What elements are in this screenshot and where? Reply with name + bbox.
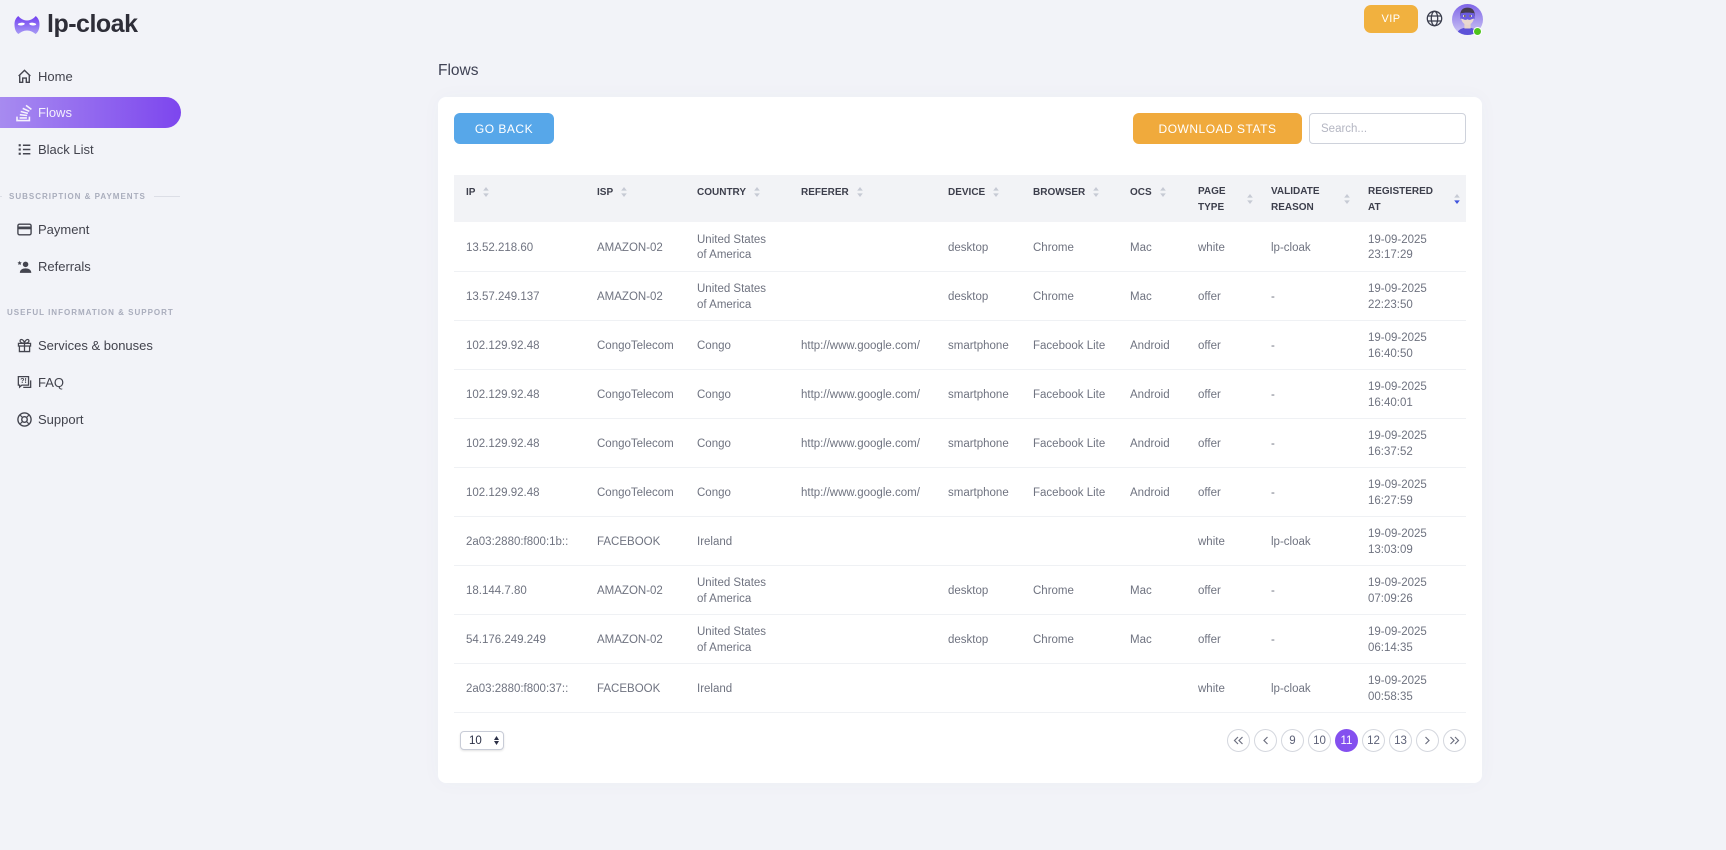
svg-text:?!: ?!: [20, 378, 27, 385]
